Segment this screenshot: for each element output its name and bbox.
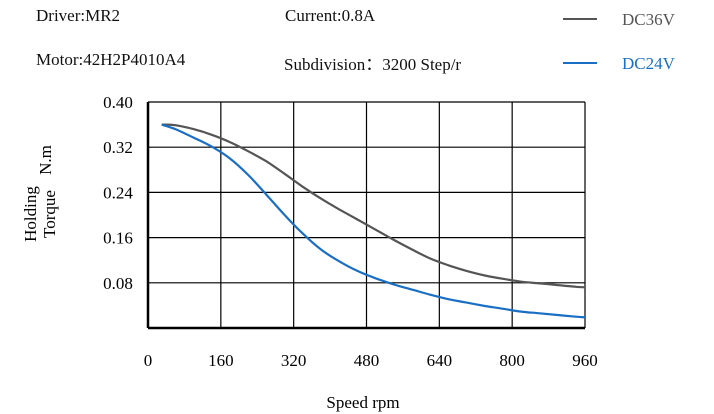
- y-tick-label: 0.40: [103, 93, 133, 112]
- x-tick-label: 640: [427, 351, 453, 370]
- legend-label-dc24v: DC24V: [622, 54, 676, 73]
- subdivision-label: Subdivision：3200 Step/r: [284, 55, 462, 74]
- y-tick-label: 0.16: [103, 229, 133, 248]
- series-line-dc24v: [161, 123, 586, 319]
- x-tick-label: 960: [572, 351, 598, 370]
- y-tick-label: 0.32: [103, 138, 133, 157]
- motor-label: Motor:42H2P4010A4: [36, 50, 186, 69]
- y-tick-label: 0.24: [103, 183, 133, 202]
- x-axis-title: Speed rpm: [326, 393, 399, 412]
- tick-labels: 0 160 320 480 640 800 960 0.08 0.16 0.24 0.32 0.40: [103, 93, 598, 370]
- y-axis-title-torque: Torque: [40, 190, 59, 238]
- grid: [148, 101, 586, 328]
- x-tick-label: 160: [208, 351, 234, 370]
- series-layer: [161, 123, 586, 319]
- x-tick-label: 800: [499, 351, 525, 370]
- legend: DC36V DC24V: [563, 10, 676, 73]
- y-axis-unit: N.m: [36, 145, 55, 175]
- y-axis-title-holding: Holding: [21, 186, 40, 242]
- driver-label: Driver:MR2: [36, 6, 121, 25]
- x-tick-label: 320: [281, 351, 307, 370]
- y-tick-label: 0.08: [103, 274, 133, 293]
- current-label: Current:0.8A: [285, 6, 376, 25]
- x-tick-label: 0: [144, 351, 153, 370]
- axes: [146, 102, 585, 330]
- x-tick-label: 480: [354, 351, 380, 370]
- series-line-dc36v: [161, 123, 586, 289]
- legend-label-dc36v: DC36V: [622, 10, 676, 29]
